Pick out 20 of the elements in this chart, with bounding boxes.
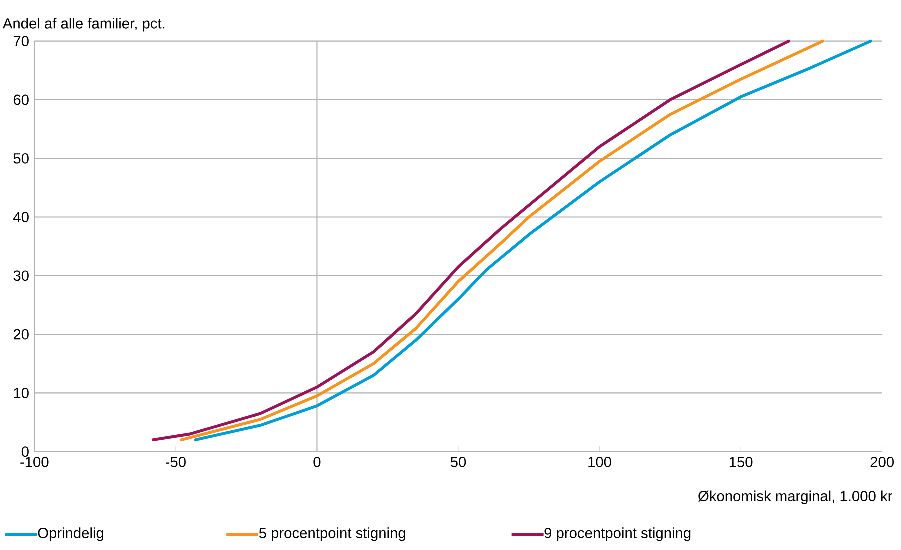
x-tick-label: 50 <box>450 456 466 468</box>
y-tick-label: 50 <box>14 153 29 164</box>
x-tick-label: -50 <box>166 456 186 468</box>
y-tick-label: 30 <box>14 270 29 281</box>
x-tick-label: -100 <box>20 456 49 468</box>
y-tick-label: 40 <box>14 212 29 222</box>
x-tick-label: 200 <box>870 456 894 468</box>
x-tick-label: 150 <box>730 456 753 468</box>
legend-label: 5 procentpoint stigning <box>259 527 406 542</box>
x-tick-label: 0 <box>314 456 321 468</box>
legend-label: Oprindelig <box>38 527 104 542</box>
legend-label: 9 procentpoint stigning <box>544 527 691 542</box>
y-tick-label: 70 <box>14 36 29 46</box>
y-tick-label: 10 <box>14 388 29 398</box>
y-tick-label: 60 <box>14 94 29 105</box>
y-tick-label: 0 <box>22 446 29 457</box>
y-axis-title: Andel af alle familier, pct. <box>2 18 165 32</box>
x-tick-label: 100 <box>588 456 612 468</box>
x-axis-title: Økonomisk marginal, 1.000 kr <box>698 490 892 504</box>
y-tick-label: 20 <box>14 329 29 340</box>
